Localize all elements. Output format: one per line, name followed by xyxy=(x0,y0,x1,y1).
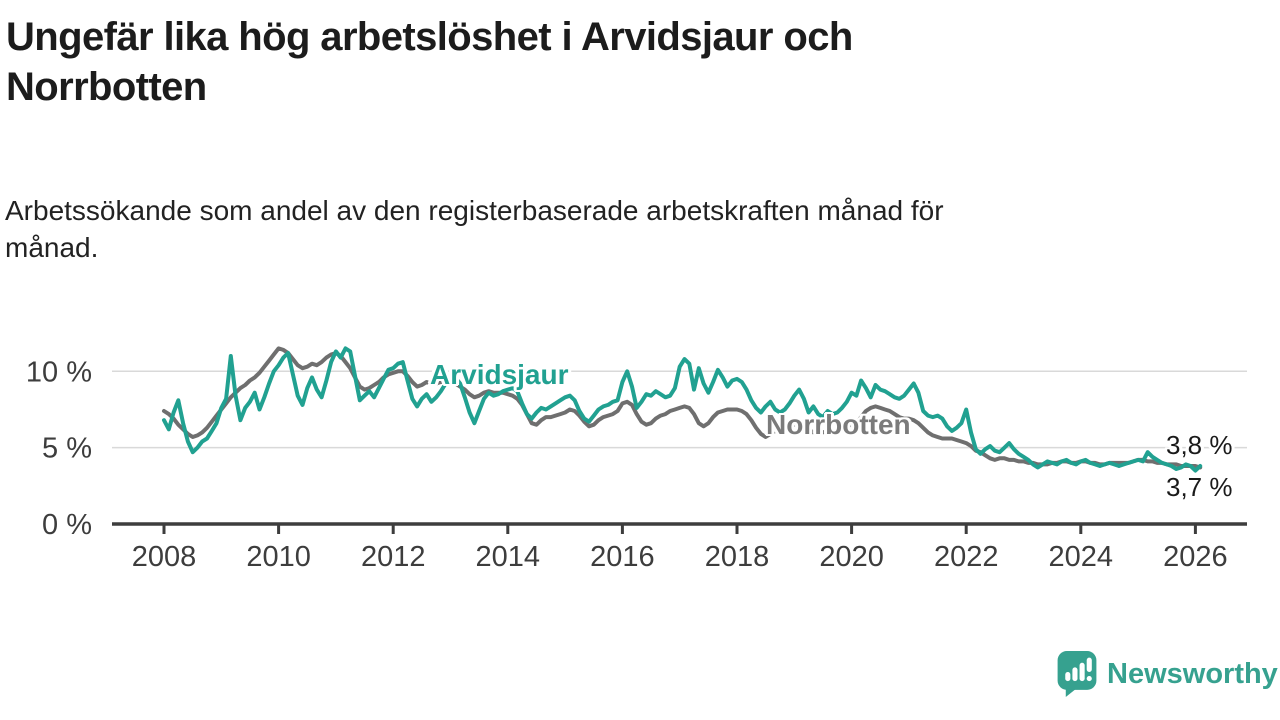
x-tick-label: 2024 xyxy=(1049,541,1114,573)
chart-subtitle: Arbetssökande som andel av den registerb… xyxy=(5,195,944,263)
y-tick-label: 10 % xyxy=(26,356,92,388)
x-tick-label: 2020 xyxy=(819,541,884,573)
series-line-arvidsjaur xyxy=(162,346,1203,473)
x-tick-label: 2010 xyxy=(246,541,311,573)
x-tick-label: 2012 xyxy=(361,541,426,573)
y-tick-label: 0 % xyxy=(42,509,92,541)
x-tick-label: 2014 xyxy=(476,541,541,573)
newsworthy-logo-text: Newsworthy xyxy=(1107,657,1278,690)
end-value-arvidsjaur: 3,8 % xyxy=(1166,430,1233,460)
x-tick-label: 2008 xyxy=(132,541,197,573)
x-tick-label: 2018 xyxy=(705,541,770,573)
end-value-norrbotten: 3,7 % xyxy=(1166,472,1233,502)
x-tick-label: 2026 xyxy=(1163,541,1228,573)
newsworthy-logo-icon xyxy=(1057,651,1097,697)
y-tick-label: 5 % xyxy=(42,433,92,465)
line-chart: 2008 2010 2012 2014 2016 2018 2020 2022 2024 2026… xyxy=(26,346,1247,573)
series-label-norrbotten: Norrbotten xyxy=(766,409,911,440)
series-label-arvidsjaur: Arvidsjaur xyxy=(430,359,569,390)
x-tick-label: 2016 xyxy=(590,541,655,573)
x-tick-label: 2022 xyxy=(934,541,999,573)
chart-title: Ungefär lika hög arbetslöshet i Arvidsja… xyxy=(6,15,853,109)
newsworthy-logo: Newsworthy xyxy=(1056,650,1278,698)
